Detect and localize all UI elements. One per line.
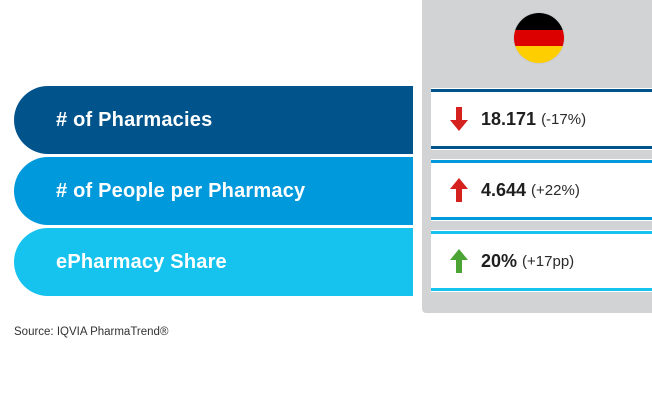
source-note: Source: IQVIA PharmaTrend® (14, 326, 169, 338)
metric-label-pharmacies: # of Pharmacies (14, 86, 413, 154)
metric-label-text: # of Pharmacies (56, 108, 213, 131)
arrow-up-icon (450, 249, 468, 273)
metric-label-people-per-pharmacy: # of People per Pharmacy (14, 157, 413, 225)
metric-value-pharmacies: 18.171 (-17%) (431, 88, 652, 150)
metric-value: 18.171 (481, 108, 537, 129)
metric-label-text: # of People per Pharmacy (56, 179, 306, 202)
metric-value-epharmacy-share: 20% (+17pp) (431, 230, 652, 292)
arrow-up-icon (450, 178, 468, 202)
flag-stripe-black (514, 13, 564, 30)
metric-label-text: ePharmacy Share (56, 250, 227, 273)
flag-stripe-gold (514, 46, 564, 63)
metric-value: 20% (481, 250, 518, 271)
metric-change: (+17pp) (522, 252, 575, 270)
metric-label-epharmacy-share: ePharmacy Share (14, 228, 413, 296)
germany-flag-icon (514, 13, 564, 63)
metric-value-people-per-pharmacy: 4.644 (+22%) (431, 159, 652, 221)
metric-change: (+22%) (531, 181, 580, 199)
metric-value: 4.644 (481, 179, 527, 200)
arrow-down-icon (450, 107, 468, 131)
flag-stripe-red (514, 29, 564, 47)
metric-change: (-17%) (541, 110, 587, 128)
